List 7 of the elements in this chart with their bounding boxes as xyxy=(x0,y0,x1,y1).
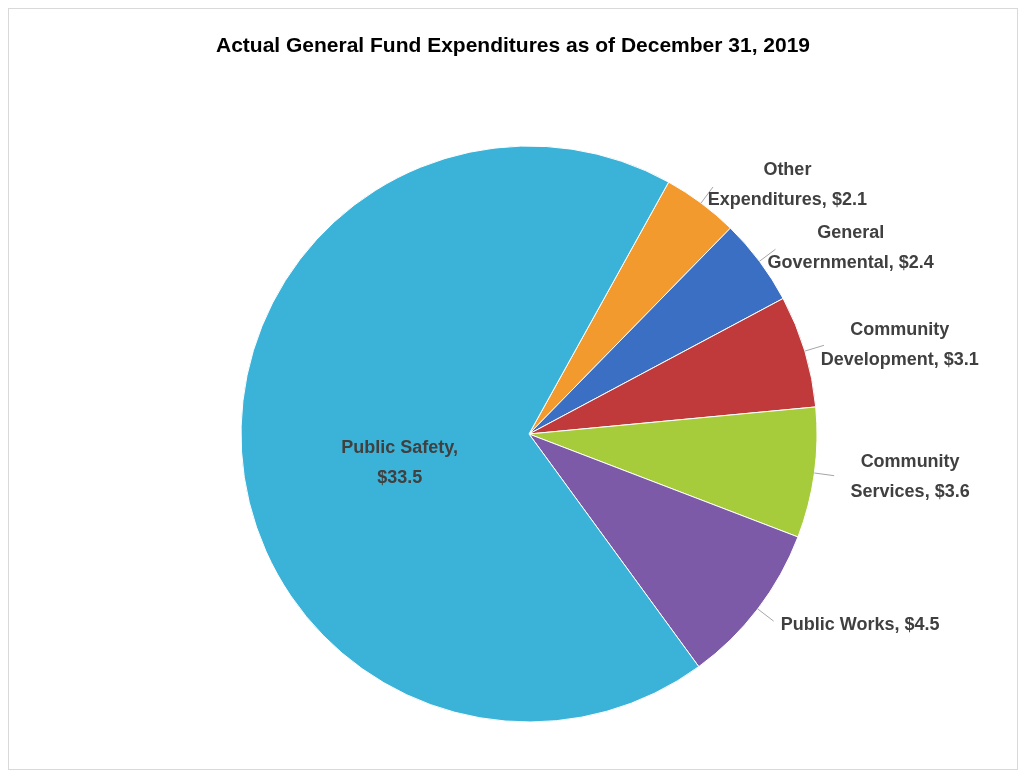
slice-label: Community Development, $3.1 xyxy=(820,319,979,370)
chart-title: Actual General Fund Expenditures as of December 31, 2019 xyxy=(214,33,812,57)
slice-label: Community Services, $3.6 xyxy=(850,451,970,502)
slice-label: Public Works, $4.5 xyxy=(780,613,940,634)
slice-label: Other Expenditures, $2.1 xyxy=(707,158,867,209)
slice-label: General Governmental, $2.4 xyxy=(767,221,934,272)
slice-label: Public Safety, $33.5 xyxy=(341,437,458,488)
